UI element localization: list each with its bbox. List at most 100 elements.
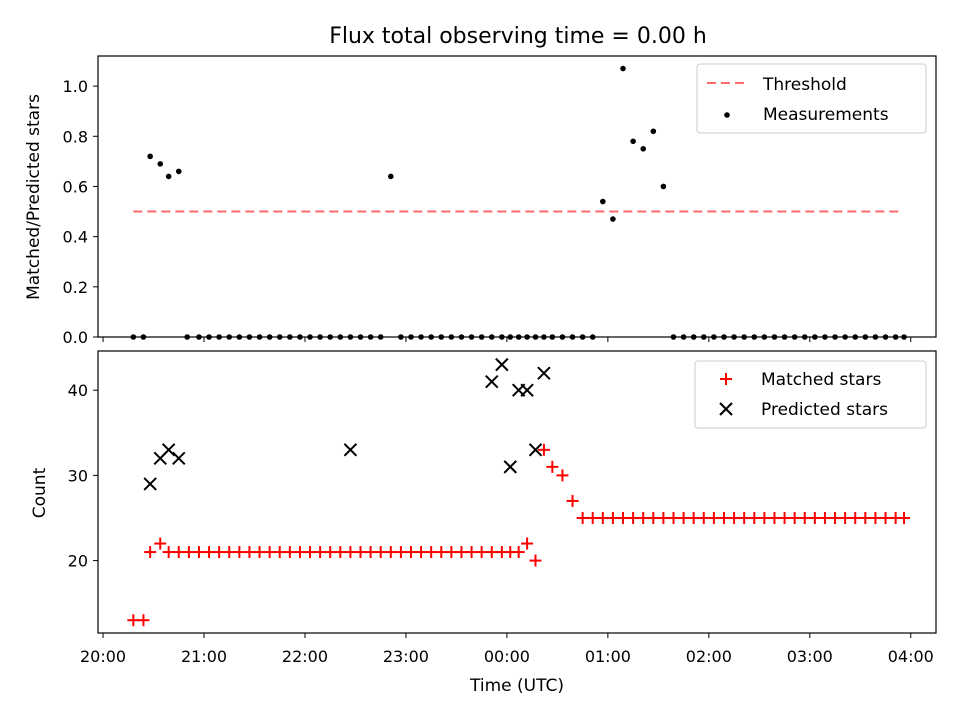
measurement-point [488, 334, 495, 340]
measurement-point [751, 334, 758, 340]
matched-stars-point [576, 511, 589, 524]
x-axis-label: Time (UTC) [469, 676, 564, 696]
matched-stars-point [253, 546, 266, 559]
matched-stars-point [354, 546, 367, 559]
measurement-point [276, 334, 283, 340]
matched-stars-point [898, 511, 911, 524]
measurement-point [812, 334, 818, 340]
measurement-point [731, 334, 737, 340]
predicted-stars-point [520, 383, 534, 397]
matched-stars-point [445, 546, 458, 559]
matched-stars-point [657, 511, 670, 524]
measurement-point [184, 334, 190, 340]
measurement-point [337, 334, 344, 340]
measurement-point [541, 334, 547, 340]
matched-stars-point [475, 546, 488, 559]
measurement-point [216, 334, 222, 340]
matched-stars-point [374, 546, 387, 559]
y-tick-label: 0.4 [63, 228, 88, 247]
measurement-point [165, 173, 172, 180]
measurement-point [367, 334, 374, 340]
measurement-point [377, 334, 384, 340]
matched-stars-point [233, 546, 246, 559]
measurement-point [700, 334, 707, 340]
matched-stars-point [364, 546, 377, 559]
matched-stars-point [465, 546, 478, 559]
matched-stars-point [566, 494, 579, 507]
matched-stars-point [512, 546, 525, 559]
top-legend: Threshold Measurements [696, 63, 927, 134]
measurement-point [882, 334, 889, 340]
matched-stars-point [144, 546, 157, 559]
legend-measurements-label: Measurements [763, 105, 889, 125]
measurement-point [549, 334, 556, 340]
x-tick-label: 23:00 [383, 647, 429, 666]
matched-stars-point [529, 554, 542, 567]
top-x-ticks [102, 337, 912, 342]
y-tick-label: 0.0 [63, 328, 88, 347]
measurement-point [620, 65, 626, 72]
legend-predicted-label: Predicted stars [761, 400, 888, 420]
x-tick-label: 01:00 [585, 647, 631, 666]
y-tick-label: 0.2 [63, 278, 88, 297]
measurement-point [398, 334, 404, 340]
matched-stars-point [798, 511, 811, 524]
matched-stars-point [223, 546, 236, 559]
matched-stars-point [192, 546, 205, 559]
legend-predicted-swatch [719, 402, 733, 416]
measurement-point [226, 334, 233, 340]
matched-stars-point [455, 546, 468, 559]
matched-stars-point [758, 511, 771, 524]
measurement-point [297, 334, 303, 340]
measurement-point [524, 334, 530, 340]
x-tick-label: 02:00 [686, 647, 732, 666]
bottom-y-axis-label: Count [30, 467, 50, 518]
matched-stars-point [546, 460, 559, 473]
matched-stars-point [606, 511, 619, 524]
matched-stars-point [717, 511, 730, 524]
bottom-legend: Matched stars Predicted stars [694, 360, 927, 429]
matched-stars-point [384, 546, 397, 559]
x-tick-label: 21:00 [181, 647, 227, 666]
predicted-stars-point [503, 460, 517, 474]
matched-stars-point [596, 511, 609, 524]
measurement-point [256, 334, 263, 340]
top-y-ticks: 0.0 0.2 0.4 0.6 0.8 1.0 [63, 77, 98, 347]
measurement-point [130, 334, 137, 340]
measurement-point [246, 334, 253, 340]
matched-stars-point [728, 511, 741, 524]
measurement-point [711, 334, 717, 340]
matched-stars-point [829, 511, 842, 524]
measurement-point [610, 216, 616, 222]
matched-stars-point [162, 546, 175, 559]
matched-stars-point [677, 511, 690, 524]
measurement-point [387, 173, 394, 180]
measurement-point [418, 334, 424, 340]
matched-stars-point [738, 511, 751, 524]
matched-stars-point [415, 546, 428, 559]
top-panel: 0.0 0.2 0.4 0.6 0.8 1.0 Matched/Predicted sta… [24, 55, 937, 347]
x-tick-label: 03:00 [787, 647, 833, 666]
matched-stars-point [213, 546, 226, 559]
matched-stars-point [293, 546, 306, 559]
matched-stars-point [778, 511, 791, 524]
matched-stars-point [394, 546, 407, 559]
measurement-point [761, 334, 768, 340]
matched-stars-point [334, 546, 347, 559]
measurement-point [670, 334, 677, 340]
measurement-point [791, 334, 798, 340]
matched-stars-point [203, 546, 216, 559]
measurement-point [650, 128, 657, 135]
y-tick-label: 40 [68, 381, 88, 400]
matched-stars-point [617, 511, 630, 524]
measurement-point [357, 334, 364, 340]
measurement-point [721, 334, 727, 340]
predicted-stars-point [495, 357, 509, 372]
legend-measurements-swatch [724, 112, 730, 118]
x-tick-label: 00:00 [484, 647, 530, 666]
matched-stars-point [707, 511, 720, 524]
predicted-stars-point [485, 374, 499, 389]
measurement-point [175, 168, 182, 175]
bottom-series [127, 357, 911, 627]
matched-stars-point [521, 537, 534, 550]
